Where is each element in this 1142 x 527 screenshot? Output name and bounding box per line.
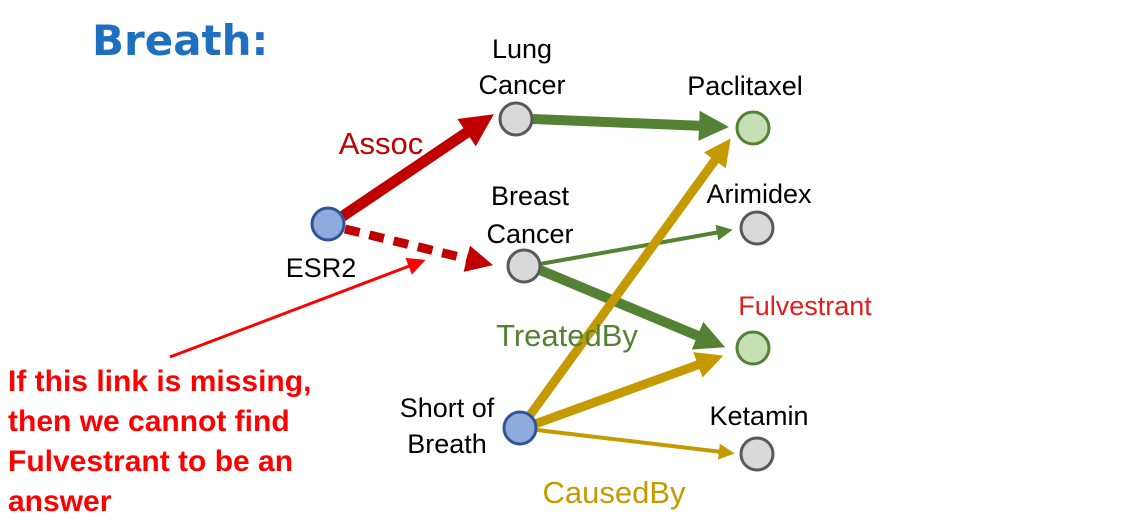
- node-label-esr2: ESR2: [286, 253, 357, 283]
- node-fulvestrant[interactable]: [735, 330, 771, 366]
- annotation-line-2: then we cannot find: [8, 405, 290, 438]
- edge-breast-cancer-arimidex: [539, 224, 733, 266]
- node-label-fulvestrant: Fulvestrant: [738, 291, 872, 321]
- node-label-short-of-breath-1: Short of: [400, 393, 495, 423]
- edge-esr2-lung-cancer: [336, 114, 494, 223]
- node-esr2[interactable]: [310, 206, 346, 242]
- node-short-of-breath[interactable]: [502, 410, 538, 446]
- node-ketamin[interactable]: [739, 436, 775, 472]
- edge-esr2-breast-cancer-missing: [343, 224, 493, 272]
- edge-label-treated-by: TreatedBy: [496, 318, 638, 353]
- edge-label-assoc: Assoc: [339, 126, 423, 161]
- annotation-line-4: answer: [8, 485, 112, 518]
- annotation-arrow: [169, 257, 426, 359]
- edge-label-caused-by: CausedBy: [542, 475, 686, 510]
- edge-short-of-breath-ketamin: [536, 428, 735, 460]
- edge-breast-cancer-fulvestrant: [538, 265, 726, 350]
- node-label-ketamin: Ketamin: [709, 401, 808, 431]
- node-label-lung-cancer-2: Cancer: [478, 70, 565, 100]
- node-arimidex[interactable]: [739, 210, 775, 246]
- node-label-lung-cancer-1: Lung: [492, 34, 552, 64]
- node-label-breast-cancer-1: Breast: [491, 181, 570, 211]
- node-breast-cancer[interactable]: [506, 248, 542, 284]
- node-label-arimidex: Arimidex: [706, 179, 812, 209]
- edge-lung-cancer-paclitaxel: [532, 110, 729, 141]
- node-lung-cancer[interactable]: [498, 101, 534, 137]
- annotation-line-1: If this link is missing,: [8, 365, 311, 398]
- edge-short-of-breath-paclitaxel: [521, 138, 731, 425]
- node-label-paclitaxel: Paclitaxel: [687, 71, 803, 101]
- node-label-breast-cancer-2: Cancer: [486, 219, 573, 249]
- node-label-short-of-breath-2: Breath: [407, 429, 487, 459]
- edge-short-of-breath-fulvestrant: [533, 352, 724, 429]
- annotation-line-3: Fulvestrant to be an: [8, 445, 293, 478]
- node-paclitaxel[interactable]: [735, 110, 771, 146]
- page-title: Breath:: [92, 16, 268, 65]
